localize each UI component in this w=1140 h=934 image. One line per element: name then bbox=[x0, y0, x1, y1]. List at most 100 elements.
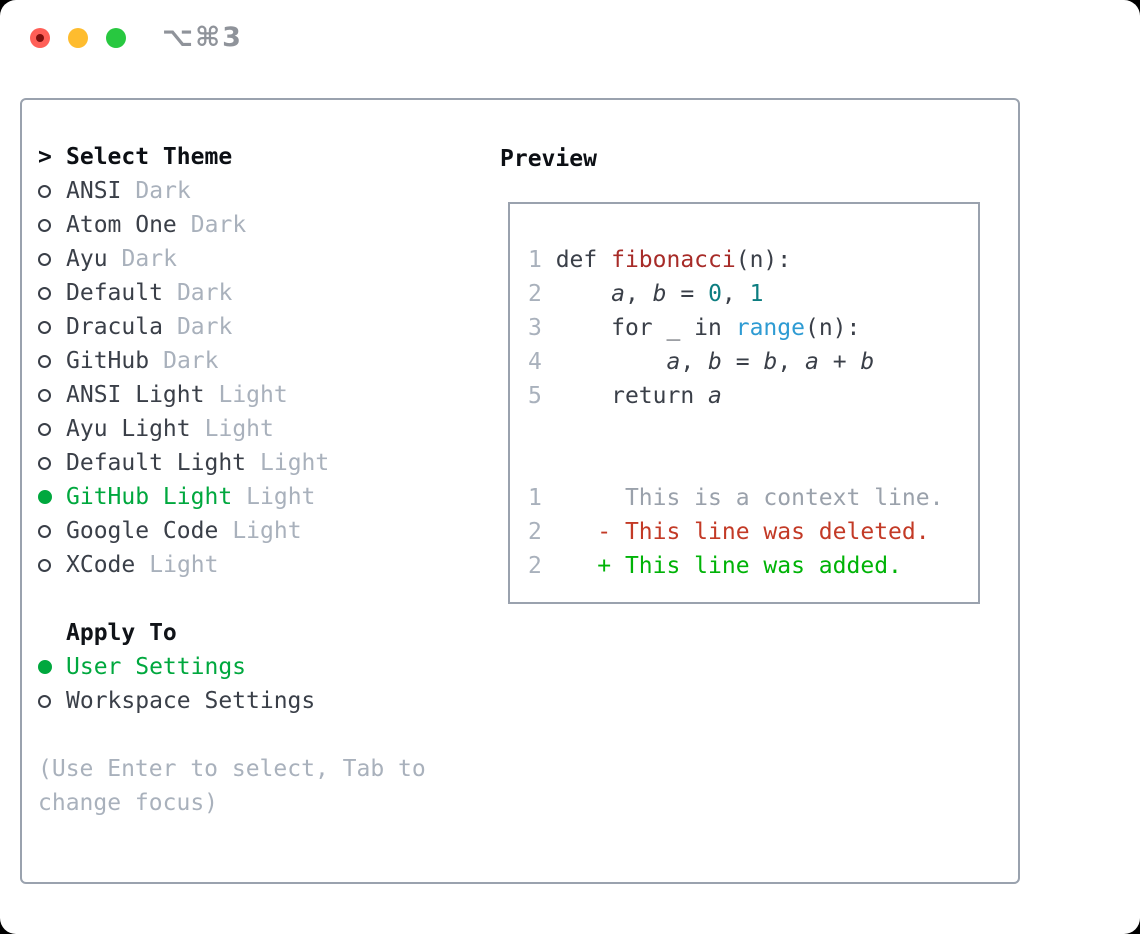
apply-to-header: Apply To bbox=[38, 616, 426, 650]
theme-option-github-dark[interactable]: GitHub Dark bbox=[38, 344, 426, 378]
theme-selector-panel: > Select Theme ANSI Dark Atom One Dark Ayu Da… bbox=[20, 98, 1020, 884]
spacer bbox=[38, 582, 426, 616]
line-number: 2 bbox=[528, 281, 556, 307]
line-number: 2 bbox=[528, 519, 556, 545]
radio-column bbox=[38, 490, 66, 504]
radio-column bbox=[38, 558, 66, 572]
code-token: fibonacci bbox=[611, 247, 736, 273]
option-label: Workspace Settings bbox=[66, 688, 316, 714]
option-label: Google Code bbox=[66, 518, 219, 544]
radio-icon bbox=[38, 456, 51, 470]
option-label: Atom One bbox=[66, 212, 177, 238]
sidebar: > Select Theme ANSI Dark Atom One Dark Ayu Da… bbox=[38, 140, 426, 820]
option-label: Default Light bbox=[66, 450, 247, 476]
apply-to-list: User Settings Workspace Settings bbox=[38, 650, 426, 718]
apply-to-title: Apply To bbox=[66, 620, 177, 646]
code-token: = bbox=[721, 349, 764, 375]
theme-list: ANSI Dark Atom One Dark Ayu Dark Default Dark Dr… bbox=[38, 174, 426, 582]
radio-column bbox=[38, 286, 66, 300]
theme-option-ansi-dark[interactable]: ANSI Dark bbox=[38, 174, 426, 208]
radio-icon bbox=[38, 252, 51, 266]
minimize-button[interactable] bbox=[68, 28, 88, 48]
option-variant-label: Light bbox=[246, 484, 316, 510]
radio-column bbox=[38, 422, 66, 436]
option-label: ANSI Light bbox=[66, 382, 205, 408]
option-variant-label: Dark bbox=[176, 314, 233, 340]
theme-option-ayu-light-light[interactable]: Ayu Light Light bbox=[38, 412, 426, 446]
option-label: Default bbox=[66, 280, 163, 306]
option-variant-label: Dark bbox=[190, 212, 247, 238]
code-token: , bbox=[624, 281, 653, 307]
code-gap bbox=[528, 413, 978, 481]
option-label: XCode bbox=[66, 552, 136, 578]
radio-icon bbox=[38, 354, 51, 368]
option-variant-label: Light bbox=[149, 552, 219, 578]
code-token: for _ in bbox=[555, 315, 736, 341]
apply-option-user-settings[interactable]: User Settings bbox=[38, 650, 426, 684]
close-button[interactable] bbox=[30, 28, 50, 48]
code-token: + bbox=[818, 349, 861, 375]
code-token bbox=[556, 281, 611, 307]
zoom-button[interactable] bbox=[106, 28, 126, 48]
option-variant-label: Light bbox=[232, 518, 302, 544]
code-token: , bbox=[680, 349, 709, 375]
radio-selected-icon bbox=[38, 660, 52, 674]
radio-column bbox=[38, 388, 66, 402]
radio-icon bbox=[38, 286, 51, 300]
prompt-indicator: > bbox=[38, 144, 52, 170]
apply-option-workspace-settings[interactable]: Workspace Settings bbox=[38, 684, 426, 718]
option-variant-label: Dark bbox=[135, 178, 191, 204]
option-label: Ayu bbox=[66, 246, 108, 272]
code-token: = bbox=[666, 281, 709, 307]
theme-option-xcode-light[interactable]: XCode Light bbox=[38, 548, 426, 582]
code-token: a bbox=[666, 349, 681, 375]
code-token: , bbox=[721, 281, 750, 307]
radio-icon bbox=[38, 694, 51, 708]
option-label: GitHub Light bbox=[66, 484, 233, 510]
code-token: a bbox=[611, 281, 625, 307]
code-token: b bbox=[860, 349, 875, 375]
radio-column bbox=[38, 660, 66, 674]
code-token: This is a context line. bbox=[555, 485, 944, 511]
hint-line-2: change focus) bbox=[38, 790, 219, 816]
code-line: 2 + This line was added. bbox=[528, 549, 978, 583]
theme-option-google-code-light[interactable]: Google Code Light bbox=[38, 514, 426, 548]
radio-icon bbox=[38, 320, 51, 334]
option-label: Ayu Light bbox=[66, 416, 191, 442]
theme-option-atom-one-dark[interactable]: Atom One Dark bbox=[38, 208, 426, 242]
line-number: 1 bbox=[528, 247, 556, 273]
code-token: a bbox=[708, 383, 722, 409]
radio-column bbox=[38, 456, 66, 470]
code-line: 5 return a bbox=[528, 379, 978, 413]
radio-icon bbox=[38, 558, 51, 572]
radio-column bbox=[38, 320, 66, 334]
line-number: 4 bbox=[528, 349, 556, 375]
theme-option-default-dark[interactable]: Default Dark bbox=[38, 276, 426, 310]
code-token: b bbox=[652, 281, 667, 307]
option-variant-label: Light bbox=[260, 450, 330, 476]
radio-icon bbox=[38, 218, 51, 232]
option-label: ANSI bbox=[66, 178, 122, 204]
window-shortcut-label: ⌥⌘3 bbox=[162, 22, 243, 53]
code-token: a bbox=[805, 349, 819, 375]
option-label: GitHub bbox=[66, 348, 150, 374]
code-line: 3 for _ in range(n): bbox=[528, 311, 978, 345]
theme-option-default-light-light[interactable]: Default Light Light bbox=[38, 446, 426, 480]
theme-option-github-light-light[interactable]: GitHub Light Light bbox=[38, 480, 426, 514]
option-variant-label: Dark bbox=[176, 280, 233, 306]
code-token: range bbox=[735, 315, 805, 341]
code-token: (n): bbox=[735, 247, 792, 273]
code-token bbox=[556, 349, 667, 375]
code-line: 4 a, b = b, a + b bbox=[528, 345, 978, 379]
theme-option-ansi-light-light[interactable]: ANSI Light Light bbox=[38, 378, 426, 412]
radio-icon bbox=[38, 524, 51, 538]
theme-option-dracula-dark[interactable]: Dracula Dark bbox=[38, 310, 426, 344]
select-theme-title: Select Theme bbox=[66, 144, 233, 170]
radio-column bbox=[38, 252, 66, 266]
code-token: b bbox=[708, 349, 722, 375]
code-line: 2 a, b = 0, 1 bbox=[528, 277, 978, 311]
theme-option-ayu-dark[interactable]: Ayu Dark bbox=[38, 242, 426, 276]
radio-column bbox=[38, 524, 66, 538]
